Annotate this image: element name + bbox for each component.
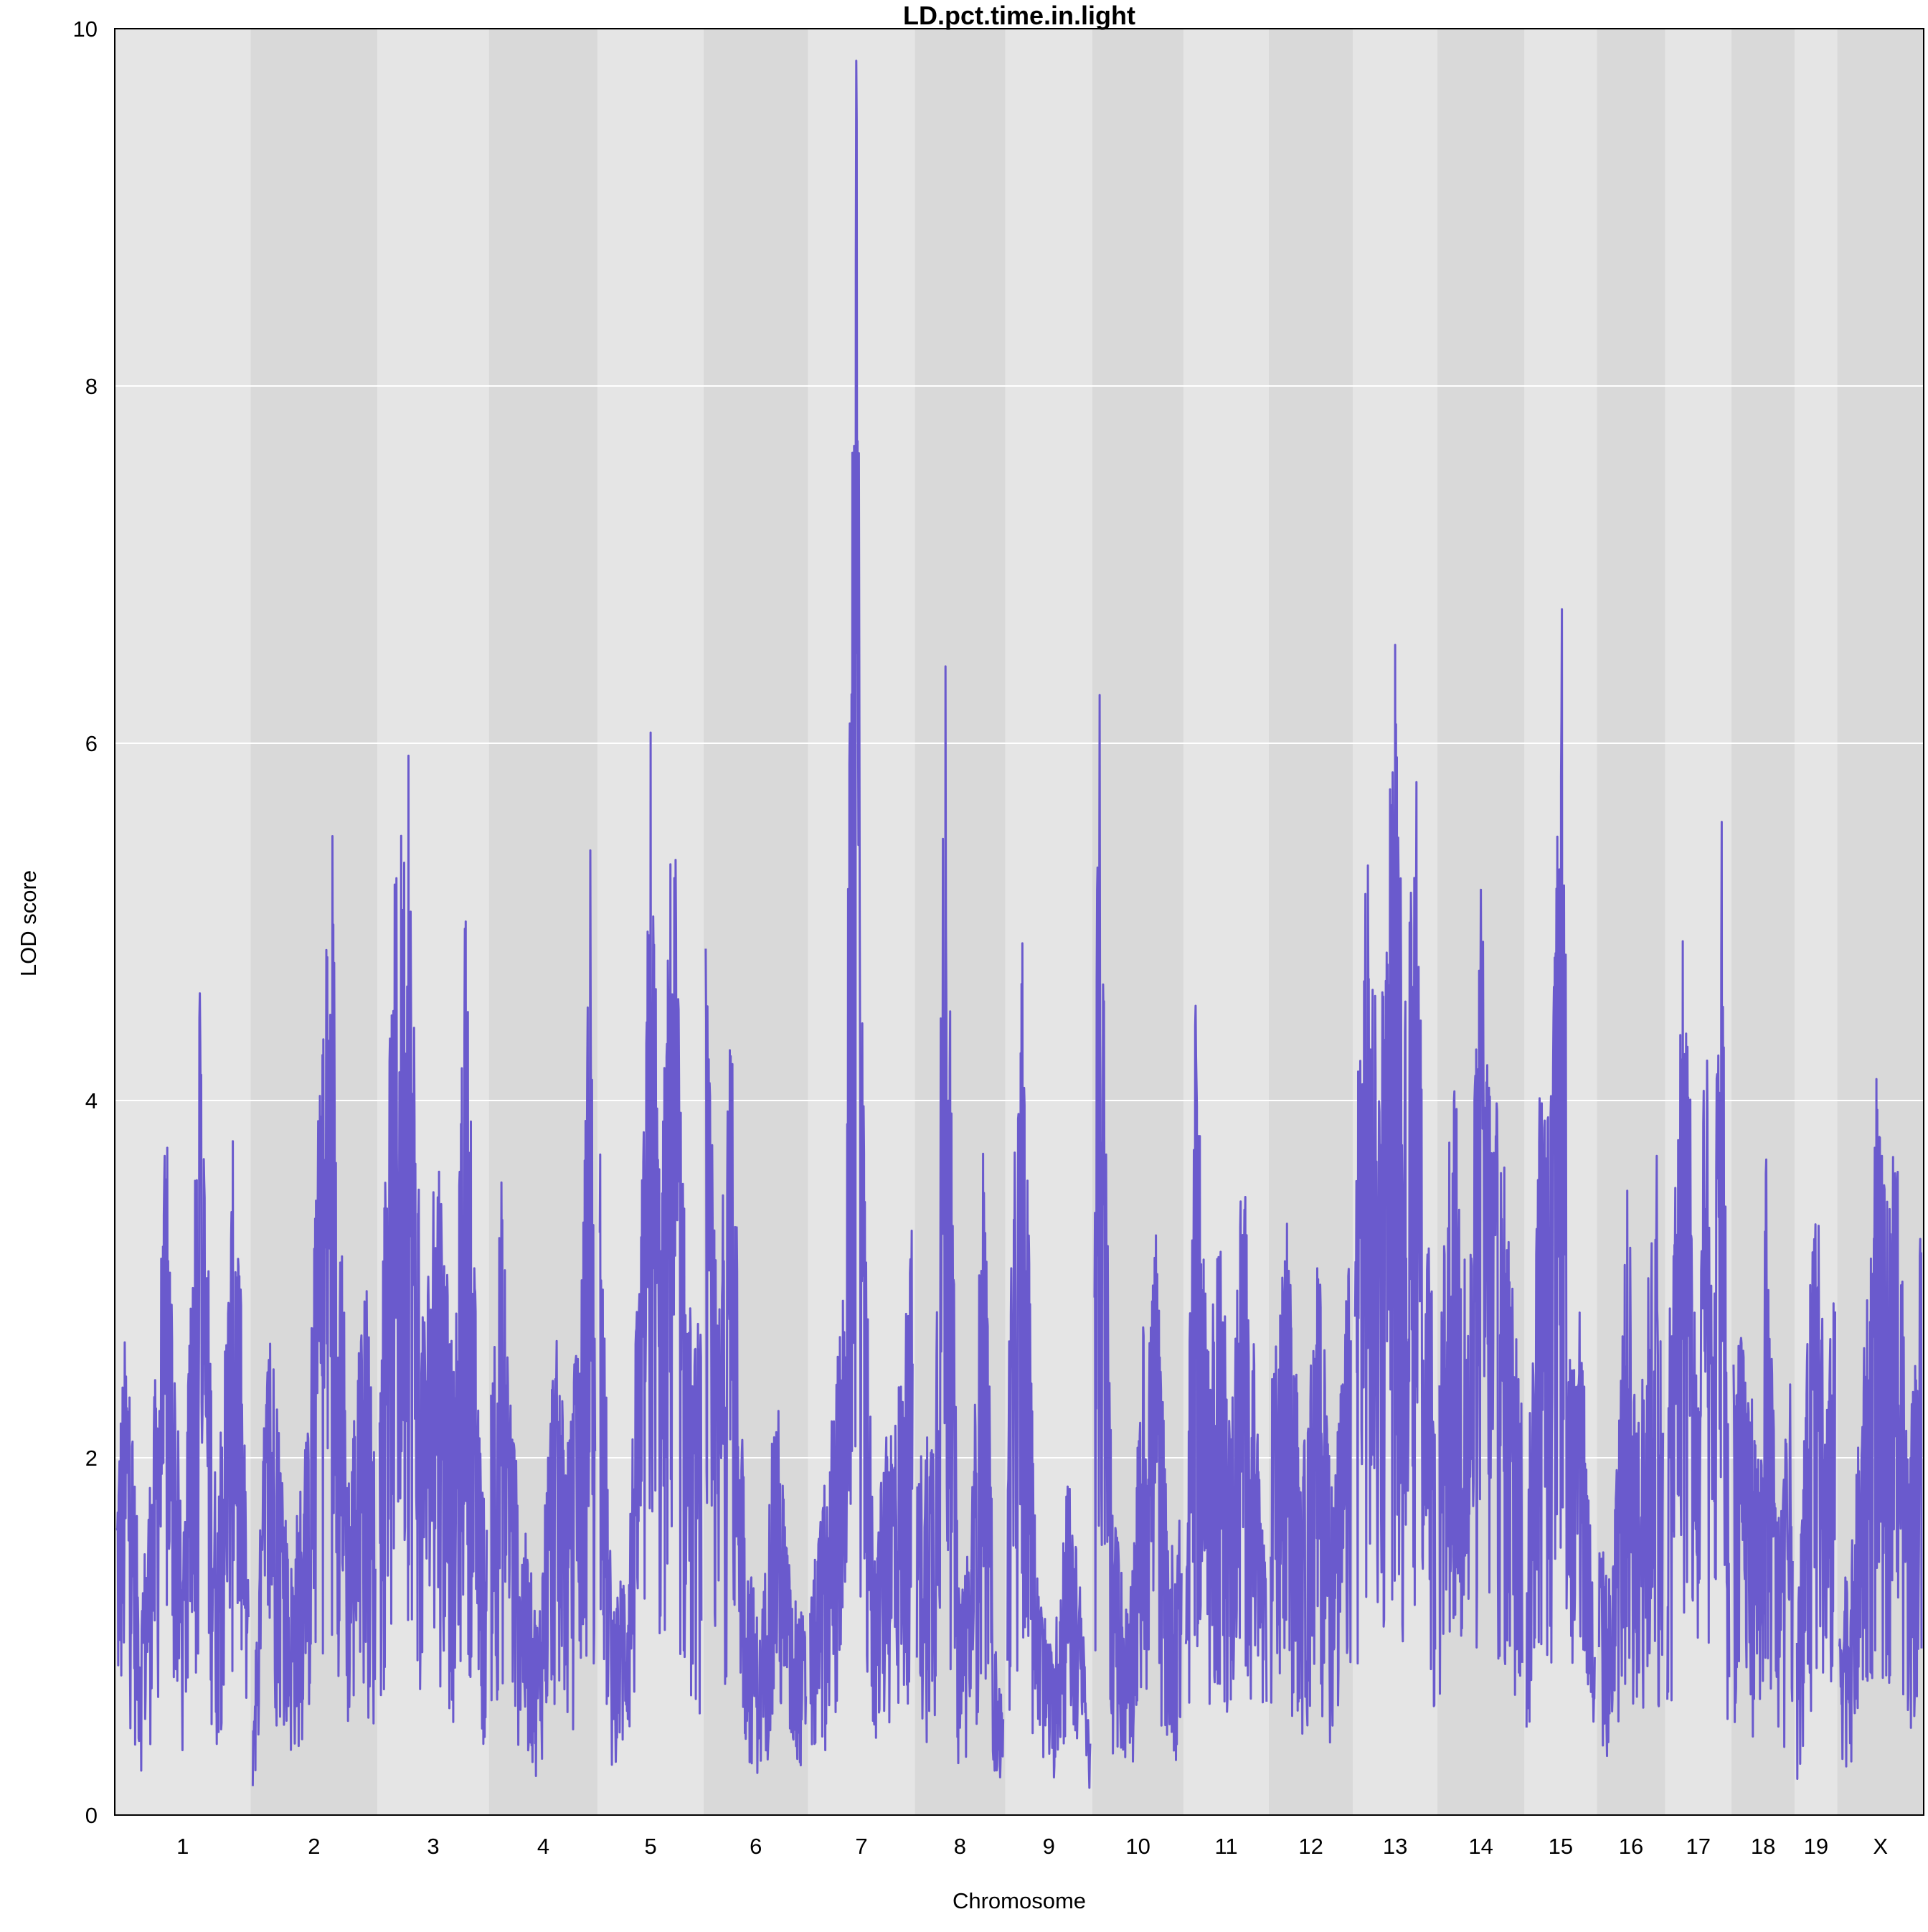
x-tick-label: 8	[954, 1834, 966, 1859]
lod-line-chr-11	[1184, 1004, 1268, 1713]
x-axis: 1 2 3 4 5 6 7 8 9 10 11 12 13 14 15 16 17 18 19 X	[176, 1834, 1888, 1859]
lod-line-chr-17	[1666, 821, 1731, 1720]
x-tick-label: 9	[1043, 1834, 1055, 1859]
lod-line-chr-13	[1353, 644, 1437, 1707]
x-tick-label: 1	[176, 1834, 189, 1859]
x-tick-label: 18	[1751, 1834, 1775, 1859]
y-tick-label: 0	[85, 1803, 98, 1828]
x-axis-title: Chromosome	[953, 1888, 1086, 1913]
y-tick-label: 8	[85, 374, 98, 399]
lod-line-chr-4	[490, 849, 597, 1777]
x-tick-label: 5	[644, 1834, 656, 1859]
lod-line-chr-15	[1525, 608, 1596, 1728]
x-tick-label: 17	[1686, 1834, 1710, 1859]
x-tick-label: 3	[427, 1834, 439, 1859]
y-axis: 0 2 4 6 8 10	[73, 17, 98, 1828]
chromosome-band-9	[1005, 29, 1093, 1815]
lod-line-chr-14	[1438, 888, 1523, 1696]
x-tick-label: 11	[1214, 1834, 1237, 1859]
x-tick-label: 12	[1298, 1834, 1323, 1859]
lod-line-chr-2	[251, 835, 377, 1786]
y-tick-label: 6	[85, 731, 98, 756]
y-tick-label: 10	[73, 17, 98, 42]
x-tick-label: 16	[1619, 1834, 1643, 1859]
lod-line-chr-5	[598, 731, 703, 1766]
x-tick-label: 13	[1383, 1834, 1407, 1859]
y-tick-label: 2	[85, 1446, 98, 1471]
lod-line-chr-3	[378, 754, 488, 1745]
x-tick-label: 10	[1125, 1834, 1150, 1859]
x-tick-label: 2	[308, 1834, 320, 1859]
plot-frame	[114, 28, 1924, 1816]
lod-line-chr-6	[704, 948, 808, 1774]
lod-line-chr-X	[1838, 1078, 1923, 1768]
x-tick-label: 15	[1549, 1834, 1573, 1859]
y-axis-title: LOD score	[16, 870, 41, 976]
x-tick-label: 14	[1468, 1834, 1493, 1859]
lod-line-chr-1	[115, 992, 250, 1772]
y-tick-label: 4	[85, 1088, 98, 1113]
x-tick-label: 7	[855, 1834, 867, 1859]
lod-line-chr-19	[1795, 1223, 1836, 1780]
lod-line-chr-8	[915, 665, 1005, 1778]
lod-line-layer	[115, 60, 1923, 1789]
lod-line-chr-7	[809, 60, 914, 1751]
chromosome-band-6	[703, 29, 808, 1815]
x-tick-label: 4	[537, 1834, 549, 1859]
x-tick-label: X	[1873, 1834, 1888, 1859]
lod-line-chr-18	[1732, 1158, 1794, 1748]
x-tick-label: 6	[750, 1834, 762, 1859]
chart-title: LD.pct.time.in.light	[903, 1, 1135, 30]
lod-line-chr-12	[1270, 1222, 1352, 1744]
lod-line-chr-16	[1597, 1154, 1665, 1758]
x-tick-label: 19	[1804, 1834, 1828, 1859]
lod-line-chr-10	[1093, 694, 1183, 1763]
lod-line-chr-9	[1006, 942, 1092, 1789]
